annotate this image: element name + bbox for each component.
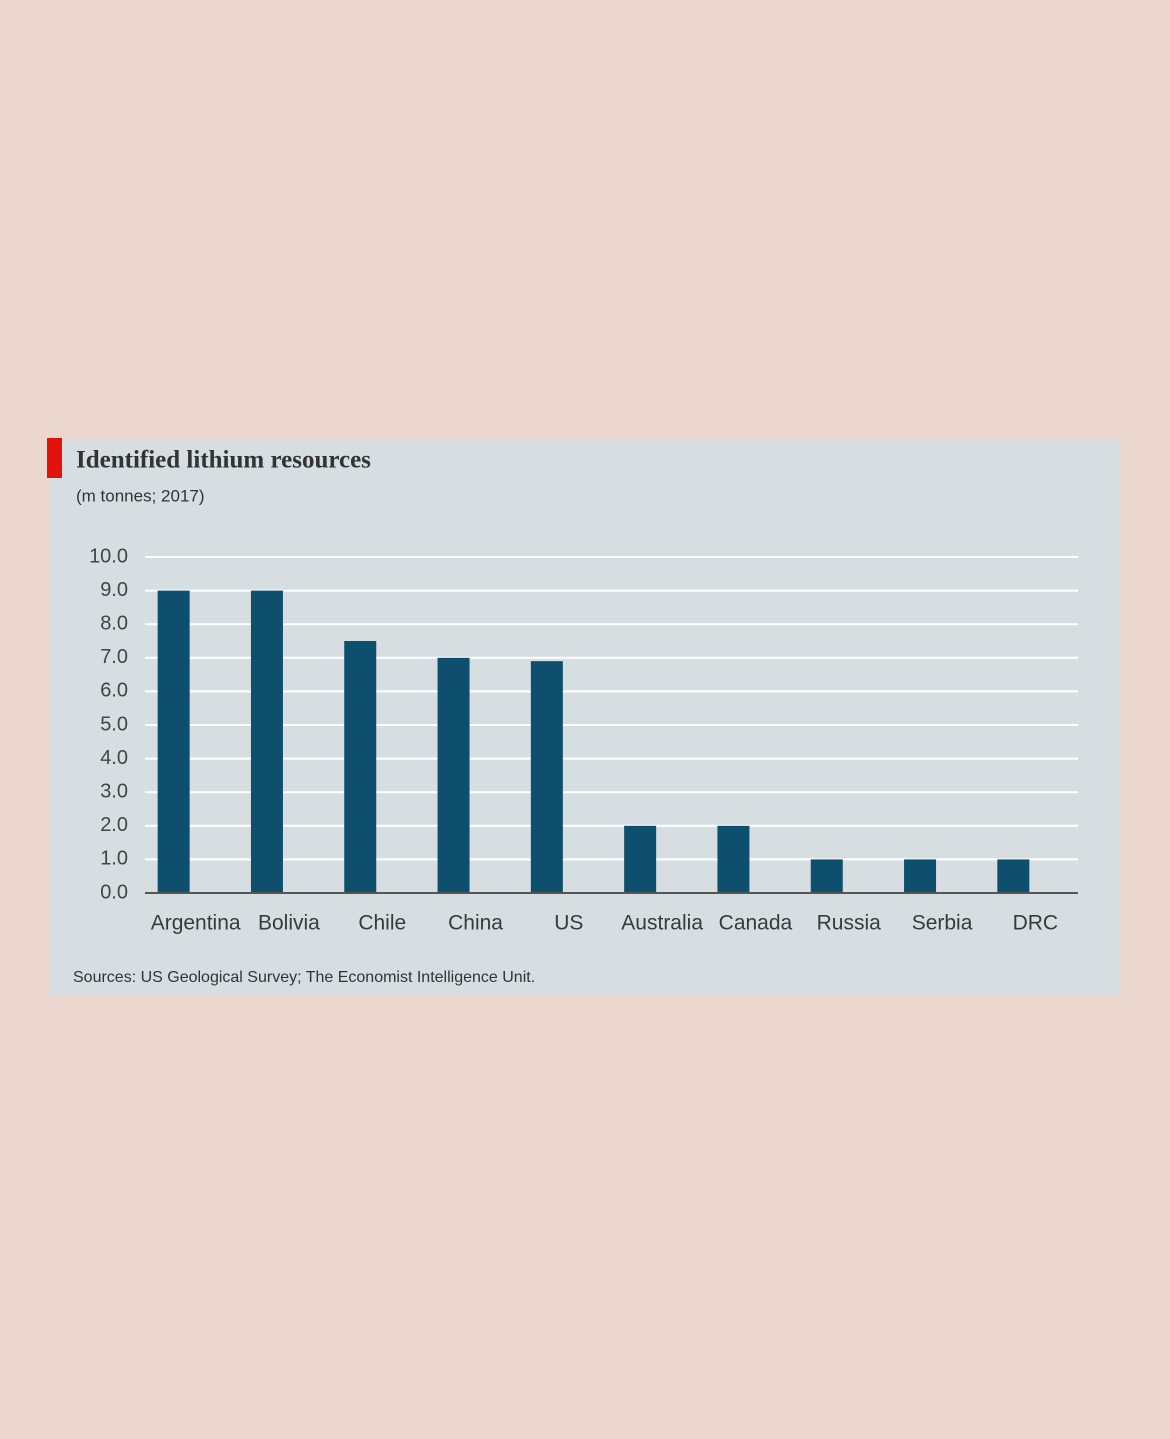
x-tick-label: Bolivia: [258, 912, 320, 935]
x-tick-label: Serbia: [912, 912, 973, 935]
bar: [810, 859, 843, 893]
bar: [530, 661, 563, 893]
source-note: Sources: US Geological Survey; The Econo…: [73, 969, 535, 986]
y-tick-label: 10.0: [89, 545, 128, 567]
bar: [904, 859, 937, 893]
x-tick-label: Chile: [358, 912, 406, 935]
y-tick-label: 2.0: [100, 814, 128, 836]
bar: [717, 825, 750, 893]
bar: [250, 590, 283, 893]
y-tick-label: 8.0: [100, 612, 128, 634]
chart-subtitle: (m tonnes; 2017): [76, 486, 205, 505]
bar: [624, 825, 657, 893]
x-tick-label: DRC: [1013, 912, 1059, 935]
title-marker: [47, 438, 62, 478]
chart-title: Identified lithium resources: [76, 447, 371, 474]
y-tick-label: 6.0: [100, 680, 128, 702]
x-tick-label: China: [448, 912, 503, 935]
bar: [997, 859, 1030, 893]
bar: [344, 641, 377, 893]
bar: [157, 590, 190, 893]
x-tick-label: Argentina: [151, 912, 241, 935]
y-tick-label: 1.0: [100, 848, 128, 870]
y-tick-label: 0.0: [100, 881, 128, 903]
x-tick-label: Australia: [621, 912, 703, 935]
x-tick-label: Canada: [719, 912, 793, 935]
y-tick-label: 3.0: [100, 780, 128, 802]
bar: [437, 657, 470, 893]
y-tick-label: 5.0: [100, 713, 128, 735]
y-tick-label: 7.0: [100, 646, 128, 668]
chart-panel: [50, 440, 1120, 995]
x-tick-label: US: [554, 912, 583, 935]
y-tick-label: 4.0: [100, 747, 128, 769]
y-tick-label: 9.0: [100, 579, 128, 601]
x-tick-label: Russia: [817, 912, 882, 935]
